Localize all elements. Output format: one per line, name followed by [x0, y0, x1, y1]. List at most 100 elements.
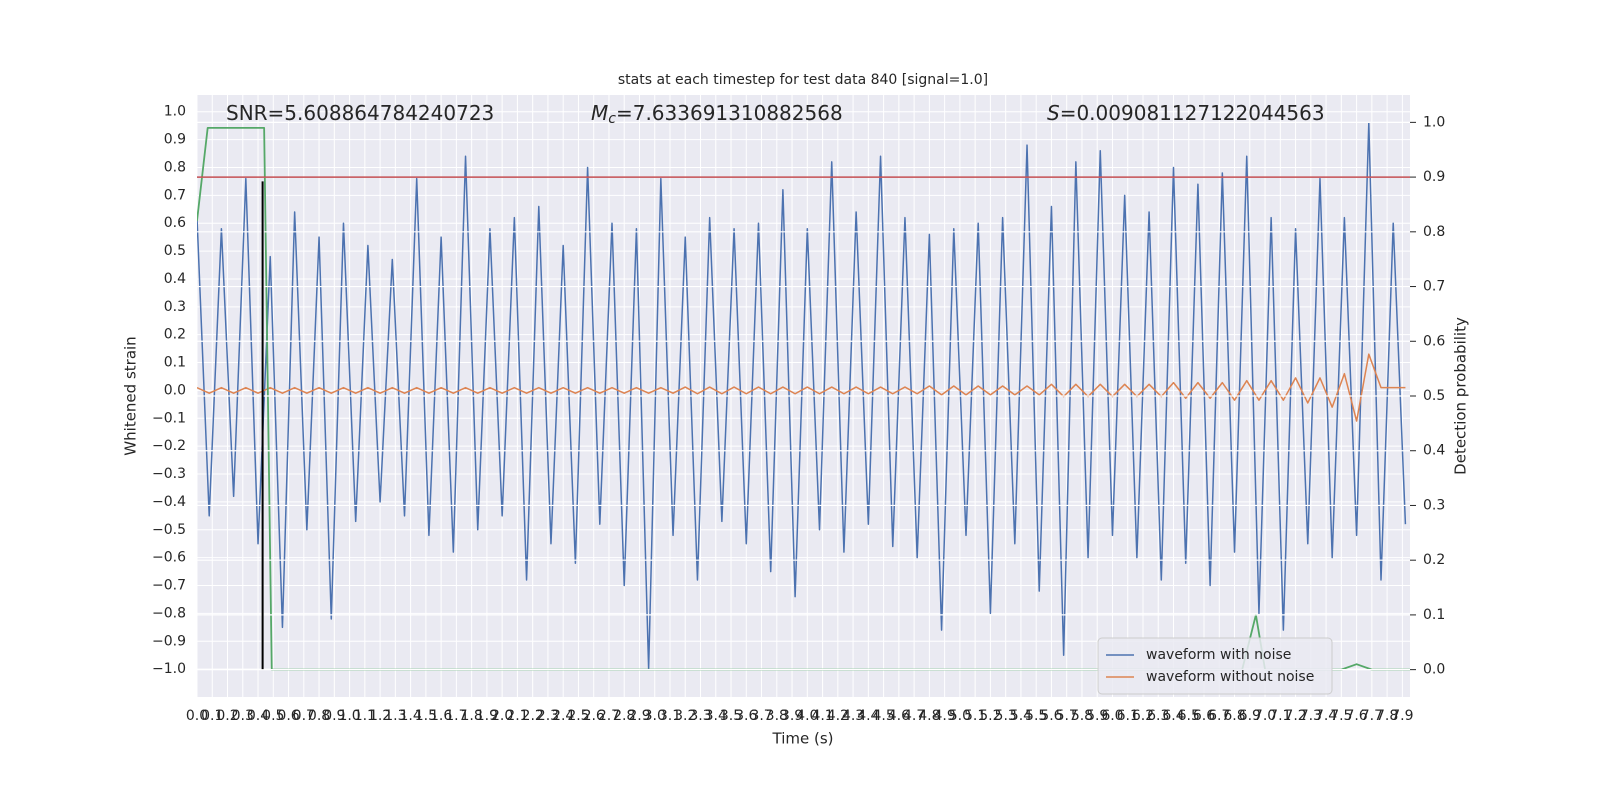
- y-tick-label: −1.0: [152, 661, 186, 677]
- x-tick-label: 4.2: [827, 708, 849, 724]
- annotation-subscript: c: [608, 111, 616, 127]
- x-tick-label: 3.4: [705, 708, 727, 724]
- y-tick-label: −0.8: [152, 605, 186, 621]
- x-tick-label: 3.0: [644, 708, 666, 724]
- legend-label: waveform without noise: [1146, 669, 1314, 685]
- x-tick-label: 1.9: [476, 708, 498, 724]
- x-tick-label: 2.7: [598, 708, 620, 724]
- x-tick-label: 3.7: [750, 708, 772, 724]
- x-tick-label: 7.9: [1391, 708, 1413, 724]
- x-tick-label: 1.1: [354, 708, 376, 724]
- annotation-text: =7.633691310882568: [616, 101, 843, 125]
- x-tick-label: 1.6: [430, 708, 452, 724]
- y-tick-label: −0.5: [152, 522, 186, 538]
- y-tick-label: −0.1: [152, 410, 186, 426]
- y-tick-label: −0.9: [152, 633, 186, 649]
- y2-axis-label: Detection probability: [1452, 317, 1470, 475]
- x-tick-label: 5.8: [1071, 708, 1093, 724]
- x-tick-label: 0.5: [262, 708, 284, 724]
- y-tick-label: 0.3: [164, 299, 186, 315]
- y2-tick-label: 0.0: [1423, 662, 1445, 678]
- x-tick-label: 1.0: [338, 708, 360, 724]
- x-tick-label: 0.8: [308, 708, 330, 724]
- x-tick-label: 0.6: [277, 708, 299, 724]
- y-tick-label: −0.3: [152, 466, 186, 482]
- x-tick-label: 5.9: [1086, 708, 1108, 724]
- x-tick-label: 1.7: [445, 708, 467, 724]
- x-tick-label: 3.6: [735, 708, 757, 724]
- series-line: [197, 353, 1406, 422]
- y-tick-label: 1.0: [164, 104, 186, 120]
- x-tick-label: 1.4: [399, 708, 421, 724]
- x-tick-label: 2.1: [506, 708, 528, 724]
- x-tick-label: 1.8: [461, 708, 483, 724]
- y2-tick-label: 1.0: [1423, 114, 1445, 130]
- y-tick-label: 0.7: [164, 187, 186, 203]
- x-tick-label: 0.9: [323, 708, 345, 724]
- annotation-text: =0.009081127122044563: [1060, 101, 1325, 125]
- x-tick-label: 6.5: [1178, 708, 1200, 724]
- y-tick-label: −0.4: [152, 494, 186, 510]
- x-tick-label: 6.2: [1132, 708, 1154, 724]
- y2-tick-label: 0.5: [1423, 388, 1445, 404]
- x-tick-label: 4.4: [857, 708, 879, 724]
- x-tick-label: 0.0: [186, 708, 208, 724]
- x-tick-label: 2.4: [552, 708, 574, 724]
- annotation: SNR=5.608864784240723: [226, 101, 494, 125]
- series-line: [197, 122, 1407, 670]
- x-tick-label: 6.7: [1208, 708, 1230, 724]
- y-tick-label: 0.4: [164, 271, 186, 287]
- annotation-symbol: M: [591, 101, 608, 125]
- x-tick-label: 0.7: [293, 708, 315, 724]
- x-tick-label: 4.1: [811, 708, 833, 724]
- x-tick-label: 6.1: [1117, 708, 1139, 724]
- legend-label: waveform with noise: [1146, 647, 1291, 663]
- annotation: S=0.009081127122044563: [1047, 101, 1325, 125]
- x-tick-label: 0.2: [216, 708, 238, 724]
- y2-tick-label: 0.8: [1423, 224, 1445, 240]
- x-tick-label: 7.7: [1361, 708, 1383, 724]
- x-tick-label: 7.0: [1254, 708, 1276, 724]
- x-tick-label: 5.1: [964, 708, 986, 724]
- x-tick-label: 1.3: [384, 708, 406, 724]
- y-tick-label: −0.2: [152, 438, 186, 454]
- x-tick-label: 7.1: [1269, 708, 1291, 724]
- x-tick-label: 6.0: [1101, 708, 1123, 724]
- x-tick-label: 0.1: [201, 708, 223, 724]
- x-tick-label: 6.6: [1193, 708, 1215, 724]
- x-tick-label: 0.3: [232, 708, 254, 724]
- x-tick-label: 7.6: [1345, 708, 1367, 724]
- x-axis-label: Time (s): [772, 730, 834, 748]
- x-tick-label: 6.8: [1223, 708, 1245, 724]
- legend-box: [1097, 637, 1333, 695]
- x-tick-label: 5.4: [1010, 708, 1032, 724]
- x-tick-label: 2.5: [567, 708, 589, 724]
- x-tick-label: 3.9: [781, 708, 803, 724]
- x-tick-label: 3.2: [674, 708, 696, 724]
- y2-tick-label: 0.2: [1423, 552, 1445, 568]
- x-tick-label: 4.5: [872, 708, 894, 724]
- x-tick-label: 7.4: [1315, 708, 1337, 724]
- y-tick-label: 0.0: [164, 382, 186, 398]
- annotation-text: SNR=5.608864784240723: [226, 101, 494, 125]
- y-axis-label: Whitened strain: [122, 336, 140, 455]
- x-tick-label: 4.8: [918, 708, 940, 724]
- y-tick-label: 0.6: [164, 215, 186, 231]
- x-tick-label: 2.3: [537, 708, 559, 724]
- x-tick-label: 3.5: [720, 708, 742, 724]
- x-tick-label: 7.2: [1284, 708, 1306, 724]
- y-tick-label: 0.2: [164, 327, 186, 343]
- x-tick-label: 3.1: [659, 708, 681, 724]
- x-tick-label: 1.2: [369, 708, 391, 724]
- x-tick-label: 4.3: [842, 708, 864, 724]
- annotation: Mc=7.633691310882568: [591, 101, 843, 128]
- y2-tick-label: 0.6: [1423, 333, 1445, 349]
- x-tick-label: 5.5: [1025, 708, 1047, 724]
- y2-tick-label: 0.9: [1423, 169, 1445, 185]
- y2-tick-label: 0.4: [1423, 443, 1445, 459]
- x-tick-label: 2.0: [491, 708, 513, 724]
- y-tick-label: 0.9: [164, 132, 186, 148]
- y-tick-label: 0.5: [164, 243, 186, 259]
- y2-tick-label: 0.1: [1423, 607, 1445, 623]
